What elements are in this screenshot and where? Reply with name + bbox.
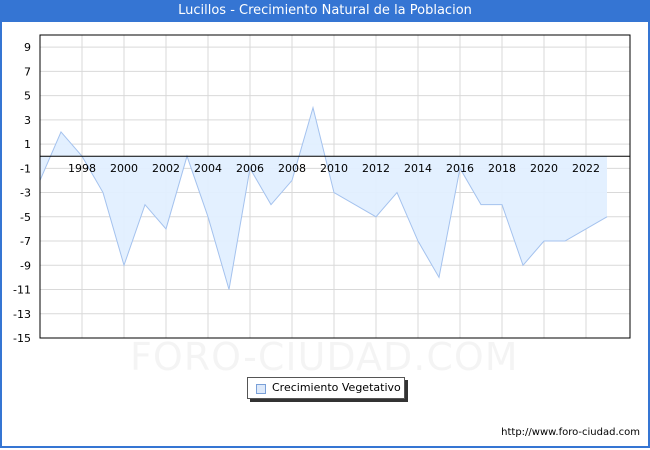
x-tick-label: 2020 bbox=[530, 162, 558, 175]
x-tick-label: 2008 bbox=[278, 162, 306, 175]
y-tick-label: 5 bbox=[24, 90, 31, 103]
x-tick-label: 2022 bbox=[572, 162, 600, 175]
y-tick-label: -9 bbox=[20, 259, 31, 272]
legend: Crecimiento Vegetativo bbox=[247, 377, 405, 399]
y-tick-label: 3 bbox=[24, 114, 31, 127]
watermark: FORO-CIUDAD.COM bbox=[130, 335, 519, 379]
source-url: http://www.foro-ciudad.com bbox=[501, 427, 640, 438]
y-tick-label: 9 bbox=[24, 41, 31, 54]
y-tick-label: -13 bbox=[13, 308, 31, 321]
y-tick-label: -1 bbox=[20, 162, 31, 175]
x-tick-label: 2002 bbox=[152, 162, 180, 175]
y-tick-label: -7 bbox=[20, 235, 31, 248]
y-tick-label: -3 bbox=[20, 187, 31, 200]
x-tick-label: 2000 bbox=[110, 162, 138, 175]
legend-swatch-icon bbox=[256, 384, 266, 394]
y-tick-label: -5 bbox=[20, 211, 31, 224]
x-tick-label: 2010 bbox=[320, 162, 348, 175]
area-fill bbox=[40, 107, 607, 290]
x-tick-label: 2016 bbox=[446, 162, 474, 175]
data-line bbox=[39, 105, 608, 290]
chart-title: Lucillos - Crecimiento Natural de la Pob… bbox=[0, 0, 650, 22]
x-tick-label: 2014 bbox=[404, 162, 432, 175]
y-tick-label: 1 bbox=[24, 138, 31, 151]
x-tick-label: 1998 bbox=[68, 162, 96, 175]
legend-label: Crecimiento Vegetativo bbox=[272, 381, 401, 394]
x-tick-label: 2004 bbox=[194, 162, 222, 175]
x-tick-label: 2012 bbox=[362, 162, 390, 175]
x-tick-label: 2006 bbox=[236, 162, 264, 175]
x-tick-label: 2018 bbox=[488, 162, 516, 175]
y-tick-label: 7 bbox=[24, 65, 31, 78]
y-tick-label: -11 bbox=[13, 284, 31, 297]
y-tick-label: -15 bbox=[13, 332, 31, 345]
plot-border bbox=[39, 34, 631, 339]
